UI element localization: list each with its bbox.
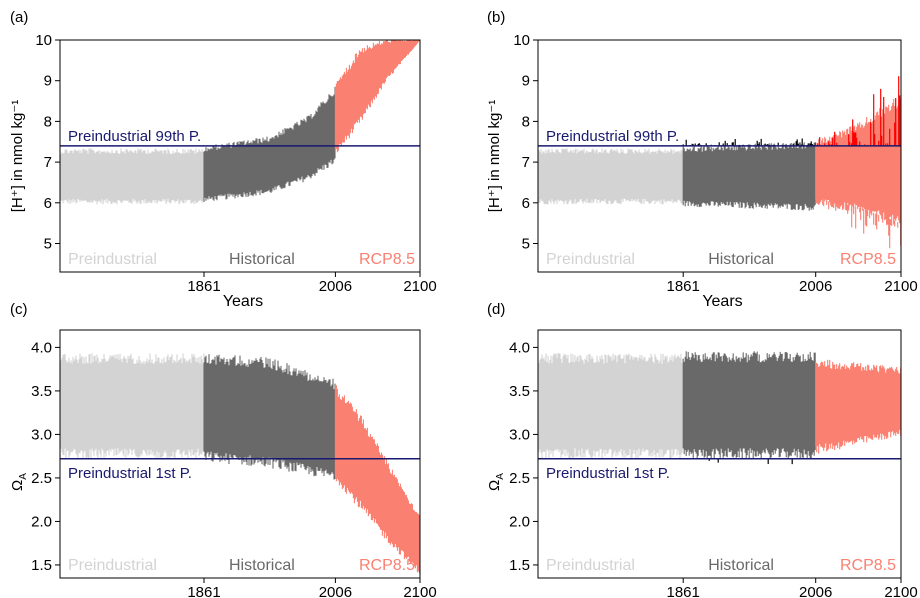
x-tick-label: 2100 (403, 278, 436, 295)
period-label-0: Preindustrial (68, 251, 157, 268)
y-tick-label: 8 (44, 113, 52, 130)
y-tick-label: 5 (44, 236, 52, 253)
threshold-label: Preindustrial 1st P. (68, 465, 192, 482)
plot-frame (59, 329, 421, 579)
period-label-1: Historical (708, 251, 774, 268)
subscript-a: A (495, 473, 506, 480)
x-tick-label: 1861 (667, 278, 700, 295)
x-tick-label: 2006 (799, 278, 832, 295)
y-axis-label: ΩA (486, 473, 506, 491)
x-tick-label: 2006 (319, 278, 352, 295)
x-tick-label: 1861 (187, 584, 220, 598)
y-tick-label: 2.5 (31, 470, 52, 487)
x-tick-label: 2006 (799, 584, 832, 598)
period-label-0: Preindustrial (68, 557, 157, 574)
series-rcp8-5 (815, 98, 901, 226)
y-axis-label: [H⁺] in nmol kg⁻¹ (9, 100, 26, 213)
y-tick-label: 8 (522, 113, 530, 130)
y-tick-label: 3.0 (509, 426, 530, 443)
y-tick-label: 7 (522, 154, 530, 171)
series-rcp85-tail (816, 198, 901, 249)
chart-panel-3: Preindustrial 1st P. Preindustrial Histori… (486, 301, 918, 598)
x-axis-label: Years (702, 293, 742, 310)
omega-symbol: Ω (9, 480, 26, 491)
period-label-0: Preindustrial (546, 251, 635, 268)
period-label-1: Historical (229, 251, 295, 268)
period-label-1: Historical (229, 557, 295, 574)
period-label-2: RCP8.5 (359, 251, 415, 268)
chart-panel-2: Preindustrial 1st P. Preindustrial Histori… (9, 301, 437, 598)
period-label-0: Preindustrial (546, 557, 635, 574)
x-tick-label: 2100 (403, 584, 436, 598)
threshold-label: Preindustrial 99th P. (68, 128, 201, 145)
series-historical (203, 86, 336, 203)
threshold-label: Preindustrial 99th P. (546, 128, 679, 145)
y-tick-label: 4.0 (31, 339, 52, 356)
y-tick-label: 2.5 (509, 470, 530, 487)
plot-area (60, 40, 420, 205)
x-tick-label: 2006 (319, 584, 352, 598)
plot-frame (537, 329, 902, 579)
series-preindustrial (538, 148, 684, 205)
plot-area (60, 353, 420, 575)
y-tick-label: 3.5 (509, 383, 530, 400)
y-tick-label: 1.5 (31, 557, 52, 574)
y-tick-label: 4.0 (509, 339, 530, 356)
panel-label: (c) (10, 301, 28, 318)
series-historical (682, 142, 816, 211)
x-tick-label: 1861 (667, 584, 700, 598)
x-tick-label: 1861 (187, 278, 220, 295)
y-tick-label: 2.0 (509, 513, 530, 530)
series-historical (203, 354, 336, 480)
panel-label: (d) (487, 301, 505, 318)
panel-label: (a) (10, 9, 28, 26)
series-rcp8-5 (334, 385, 420, 575)
period-label-2: RCP8.5 (840, 557, 896, 574)
series-preindustrial (60, 148, 205, 205)
chart-panel-1: Preindustrial 99th P. Preindustrial Histor… (486, 9, 918, 310)
y-tick-label: 10 (513, 32, 530, 49)
plot-area (538, 351, 901, 465)
y-tick-label: 7 (44, 154, 52, 171)
threshold-label: Preindustrial 1st P. (546, 465, 670, 482)
chart-panel-0: Preindustrial 99th P. Preindustrial Histor… (9, 9, 437, 310)
x-tick-label: 2100 (884, 278, 917, 295)
y-tick-label: 5 (522, 236, 530, 253)
y-tick-label: 3.0 (31, 426, 52, 443)
y-tick-label: 2.0 (31, 513, 52, 530)
x-tick-label: 2100 (884, 584, 917, 598)
series-preindustrial (538, 353, 684, 460)
plot-area (538, 76, 901, 249)
subscript-a: A (18, 473, 29, 480)
y-axis-label: ΩA (9, 473, 29, 491)
period-label-2: RCP8.5 (359, 557, 415, 574)
y-tick-label: 1.5 (509, 557, 530, 574)
plot-frame (59, 39, 421, 273)
plot-frame (537, 39, 902, 273)
y-axis-label: [H⁺] in nmol kg⁻¹ (486, 100, 503, 213)
panel-label: (b) (487, 9, 505, 26)
y-tick-label: 9 (522, 73, 530, 90)
series-preindustrial (60, 353, 205, 460)
y-tick-label: 6 (44, 195, 52, 212)
series-rcp8-5 (815, 359, 901, 454)
series-rcp8-5 (334, 40, 420, 153)
series-historical (682, 351, 816, 460)
period-label-2: RCP8.5 (840, 251, 896, 268)
y-tick-label: 9 (44, 73, 52, 90)
y-tick-label: 3.5 (31, 383, 52, 400)
omega-symbol: Ω (486, 480, 503, 491)
x-axis-label: Years (223, 293, 263, 310)
extreme-values-black (691, 458, 793, 465)
y-tick-label: 6 (522, 195, 530, 212)
period-label-1: Historical (708, 557, 774, 574)
y-tick-label: 10 (35, 32, 52, 49)
